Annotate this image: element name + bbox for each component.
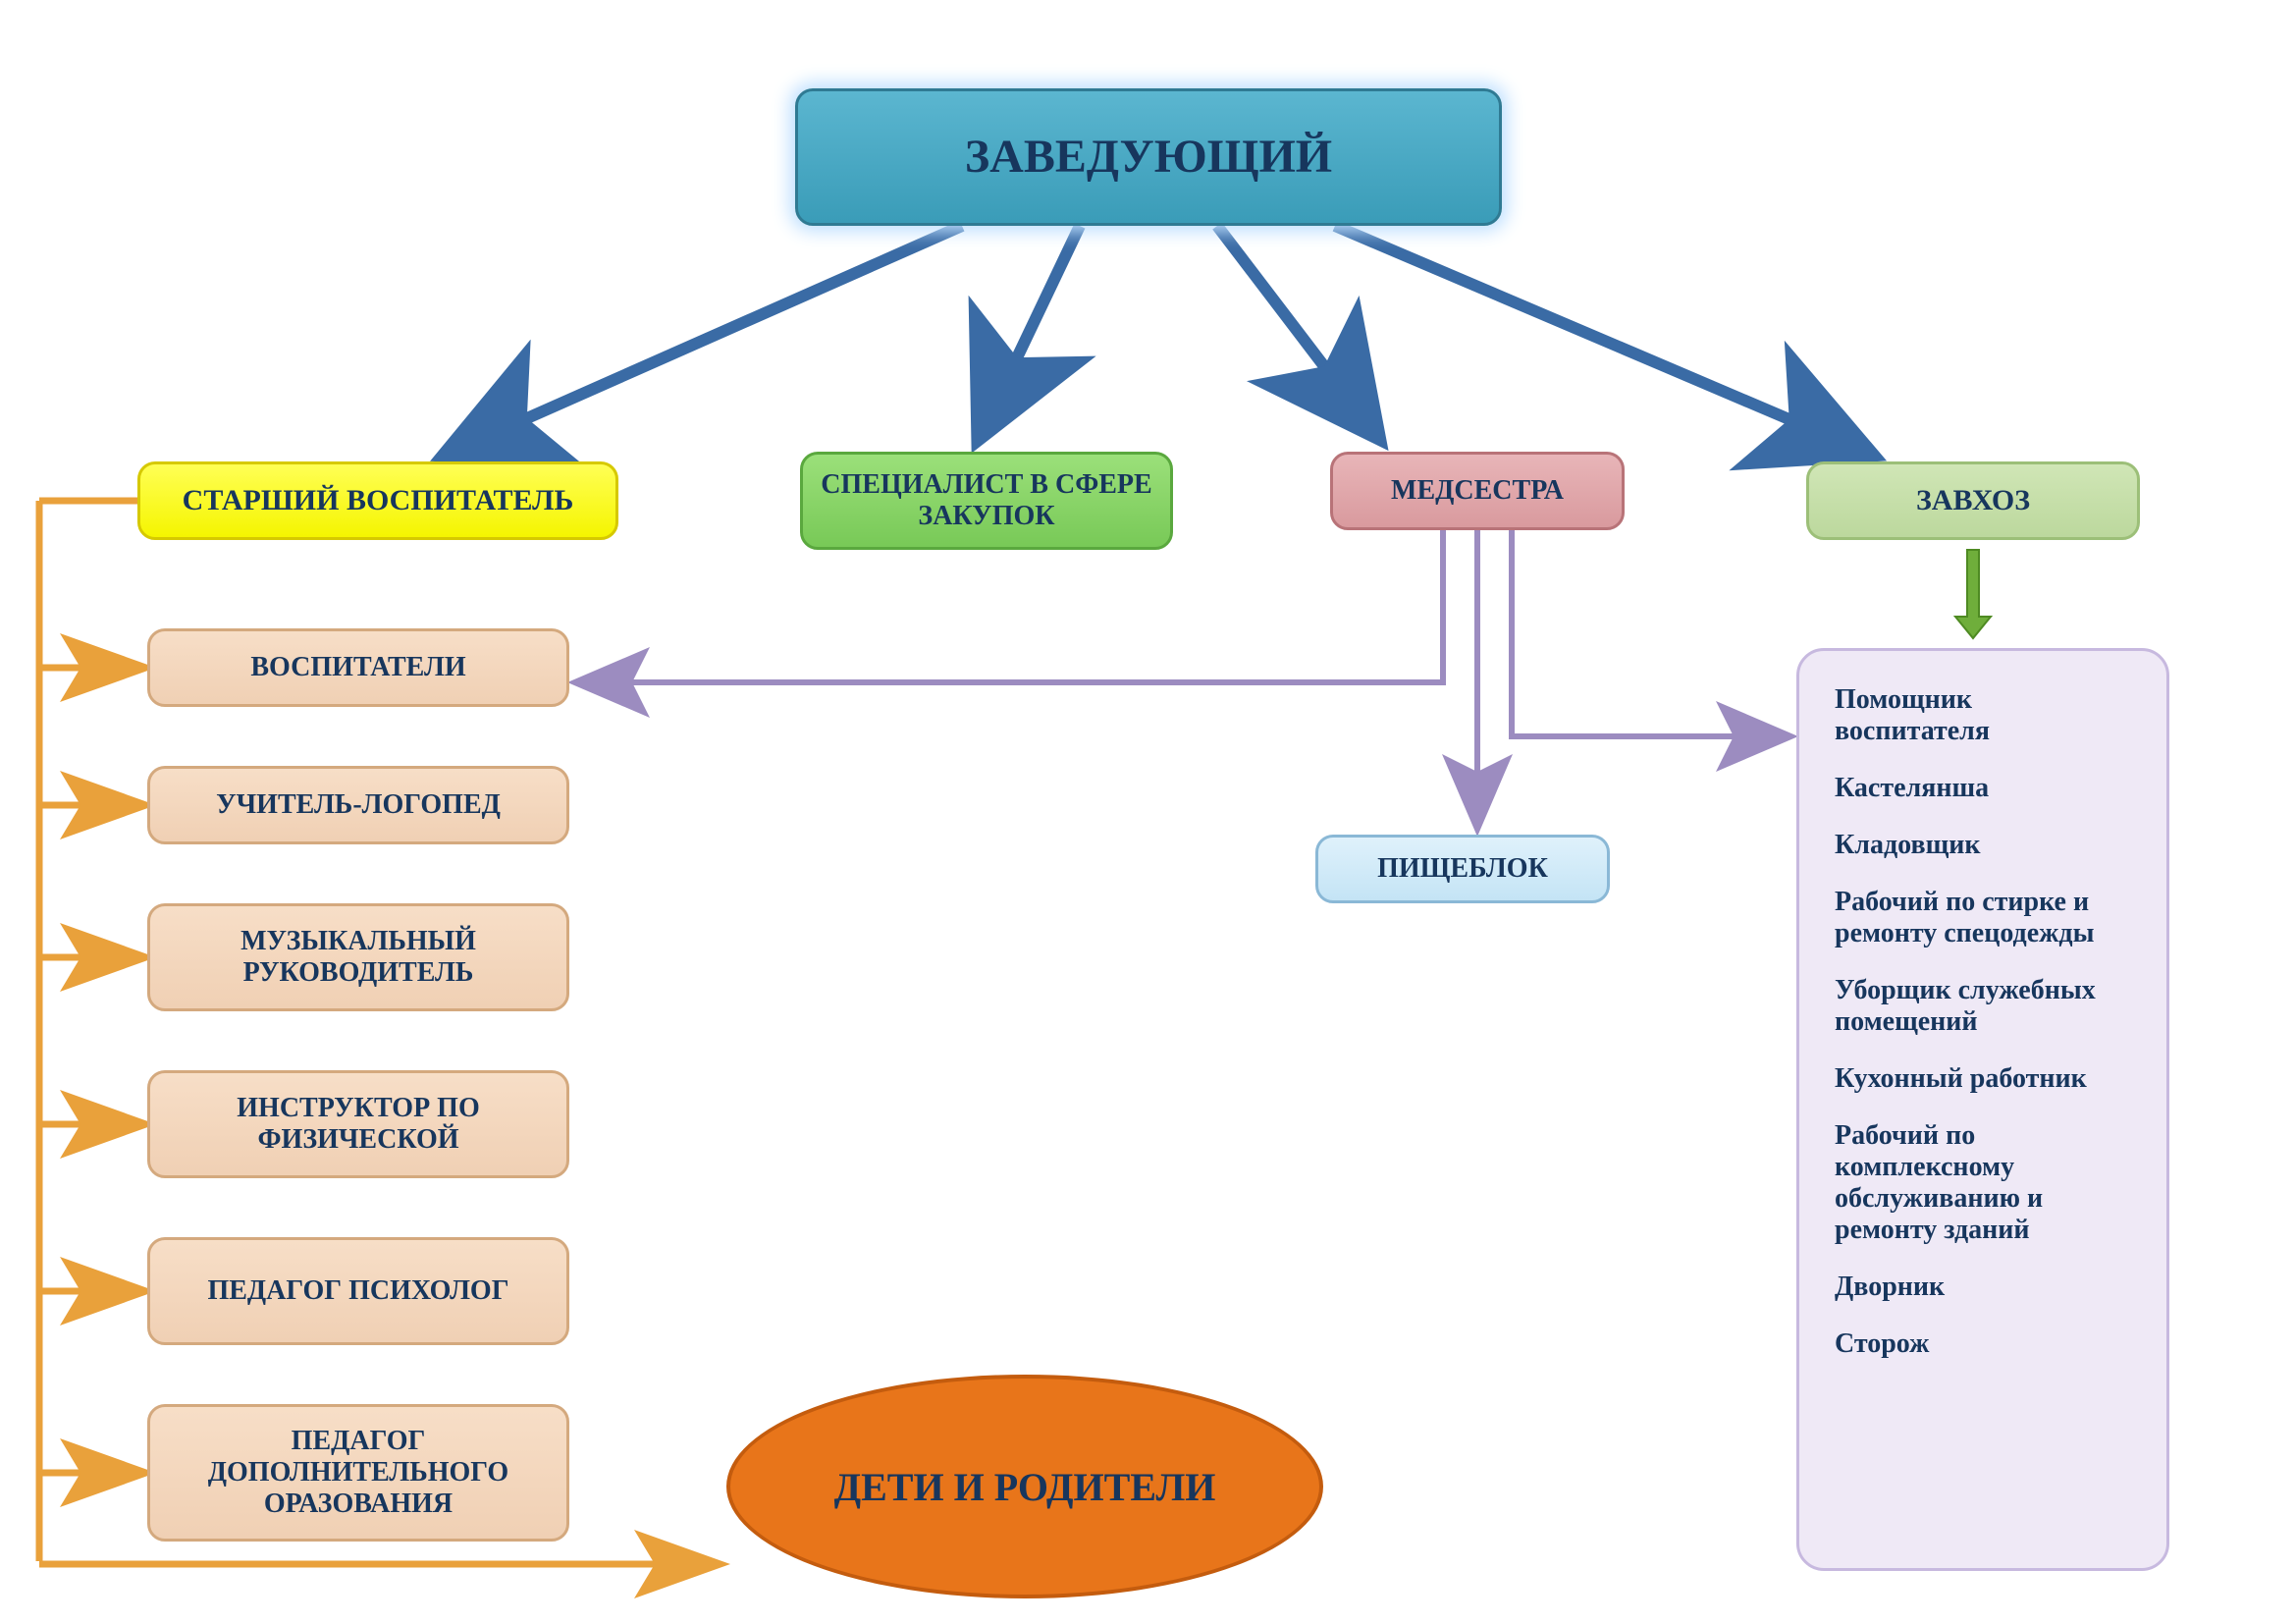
staff-panel-item: Кладовщик [1835,830,2131,861]
node-senior-educator: СТАРШИЙ ВОСПИТАТЕЛЬ [137,461,618,540]
staff-panel-item: Дворник [1835,1272,2131,1303]
educator-child-node: МУЗЫКАЛЬНЫЙ РУКОВОДИТЕЛЬ [147,903,569,1011]
node-nurse: МЕДСЕСТРА [1330,452,1625,530]
staff-panel-item: Уборщик служебных помещений [1835,975,2131,1038]
educator-child-node: ПЕДАГОГ ПСИХОЛОГ [147,1237,569,1345]
node-kitchen: ПИЩЕБЛОК [1315,835,1610,903]
node-children-parents: ДЕТИ И РОДИТЕЛИ [726,1375,1323,1598]
node-kitchen-label: ПИЩЕБЛОК [1377,853,1548,885]
node-procurement-label: СПЕЦИАЛИСТ В СФЕРЕ ЗАКУПОК [815,469,1158,532]
node-senior-educator-label: СТАРШИЙ ВОСПИТАТЕЛЬ [183,484,574,518]
staff-panel-item: Кастелянша [1835,773,2131,804]
node-children-parents-label: ДЕТИ И РОДИТЕЛИ [834,1464,1216,1510]
staff-panel-item: Рабочий по комплексному обслуживанию и р… [1835,1120,2131,1246]
node-procurement: СПЕЦИАЛИСТ В СФЕРЕ ЗАКУПОК [800,452,1173,550]
node-director: ЗАВЕДУЮЩИЙ [795,88,1502,226]
node-nurse-label: МЕДСЕСТРА [1391,475,1564,507]
staff-panel-item: Сторож [1835,1328,2131,1360]
staff-panel: Помощник воспитателя Кастелянша Кладовщик Р… [1796,648,2169,1571]
node-director-label: ЗАВЕДУЮЩИЙ [965,130,1332,184]
staff-panel-item: Рабочий по стирке и ремонту спецодежды [1835,887,2131,949]
node-supply-manager-label: ЗАВХОЗ [1916,484,2030,518]
educator-child-node: УЧИТЕЛЬ-ЛОГОПЕД [147,766,569,844]
educator-child-node: ВОСПИТАТЕЛИ [147,628,569,707]
staff-panel-item: Кухонный работник [1835,1063,2131,1095]
node-supply-manager: ЗАВХОЗ [1806,461,2140,540]
educator-child-node: ИНСТРУКТОР ПО ФИЗИЧЕСКОЙ [147,1070,569,1178]
staff-panel-item: Помощник воспитателя [1835,684,2131,747]
educator-child-node: ПЕДАГОГ ДОПОЛНИТЕЛЬНОГО ОРАЗОВАНИЯ [147,1404,569,1542]
